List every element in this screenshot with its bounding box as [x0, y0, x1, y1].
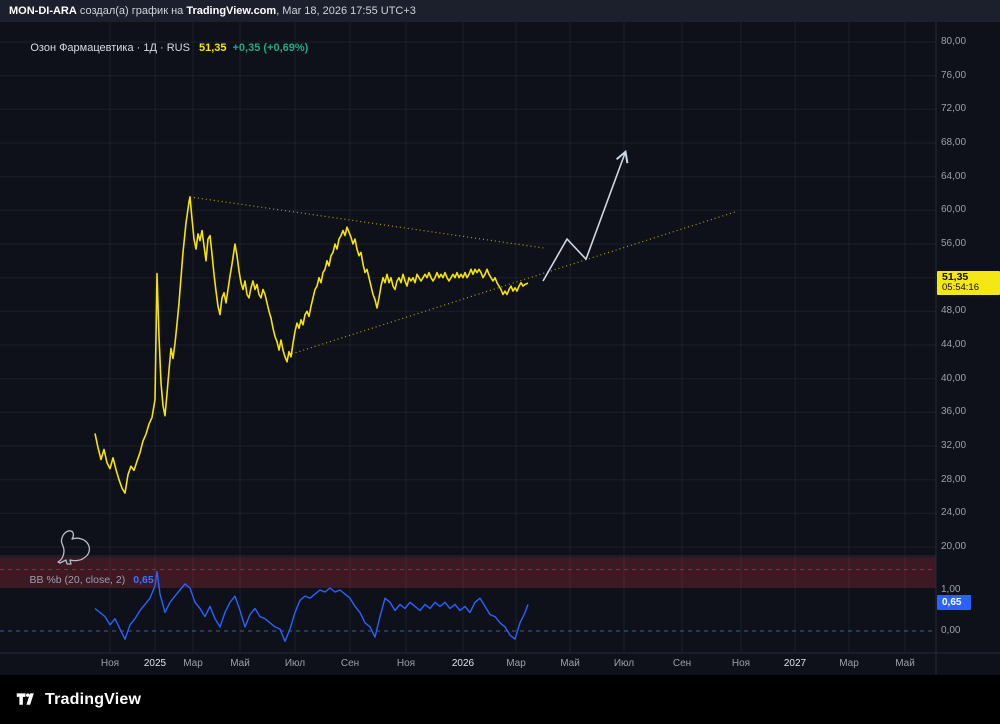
time-axis-label: Сен [340, 658, 360, 669]
price-scale-tick: 64,00 [941, 170, 967, 182]
price-scale-tick: 40,00 [941, 372, 967, 384]
price-scale-tick: 56,00 [941, 238, 967, 249]
dinosaur-doodle-path [57, 530, 91, 565]
last-price-value: 51,35 [942, 271, 969, 284]
time-axis-label: Мар [183, 658, 203, 669]
price-scale-tick: 24,00 [941, 507, 967, 519]
price-scale-tick: 68,00 [941, 137, 967, 148]
bb-percent-b-series[interactable] [94, 570, 529, 642]
legend-change: +0,35 (+0,69%) [232, 42, 309, 54]
price-scale-tick: 28,00 [941, 473, 967, 485]
price-scale-tick: 44,00 [941, 339, 967, 350]
last-price-label: 51,35 05:54:16 [937, 271, 1000, 296]
time-axis-label: Ноя [100, 658, 120, 669]
time-axis-label: 2027 [783, 658, 807, 669]
price-scale-tick: 80,00 [941, 36, 967, 47]
indicator-scale-tick: 1,00 [941, 584, 961, 595]
price-line-series[interactable] [94, 196, 529, 494]
price-scale-tick: 76,00 [941, 69, 967, 81]
logo-t-shape [16, 693, 26, 705]
bar-countdown: 05:54:16 [942, 282, 979, 294]
price-scale-tick: 60,00 [941, 204, 967, 216]
chart-canvas[interactable] [0, 22, 1000, 675]
logo-dot [26, 693, 30, 697]
time-axis-label: Май [560, 658, 580, 669]
price-scale[interactable] [936, 22, 1000, 653]
time-axis-label: Май [895, 658, 915, 669]
time-axis-label: Ноя [396, 658, 416, 669]
time-axis-label: Мар [839, 658, 859, 669]
symbol-title[interactable]: Озон Фармацевтика · 1Д · RUS [30, 42, 190, 54]
attribution-user: MON-DI-ARA [9, 5, 77, 17]
time-axis-label: 2025 [143, 658, 167, 669]
time-axis-label: Ноя [731, 658, 751, 669]
attribution-bar: MON-DI-ARA создал(а) график на TradingVi… [0, 0, 1000, 22]
tradingview-wordmark[interactable]: TradingView [45, 690, 142, 708]
tradingview-logo[interactable] [15, 689, 36, 710]
time-axis-label: Июл [284, 658, 306, 669]
price-scale-tick: 72,00 [941, 103, 967, 115]
indicator-value-label: 0,65 [937, 595, 971, 611]
time-axis-label: Май [230, 658, 250, 669]
time-axis-label: 2026 [451, 658, 475, 669]
indicator-title[interactable]: BB %b (20, close, 2) [29, 574, 126, 586]
trendline-descending-resistance[interactable] [189, 196, 546, 249]
chart-area[interactable]: Озон Фармацевтика · 1Д · RUS 51,35 +0,35 (… [0, 22, 1000, 675]
indicator-last-value: 0,65 [133, 574, 154, 586]
indicator-legend[interactable]: BB %b (20, close, 2) 0,65 [12, 562, 154, 598]
legend-last-price: 51,35 [198, 42, 227, 54]
price-scale-tick: 32,00 [941, 440, 967, 451]
price-scale-tick: 48,00 [941, 305, 967, 317]
time-axis-label: Июл [613, 658, 635, 669]
projection-arrow-drawing[interactable] [542, 149, 629, 282]
trendline-ascending-support[interactable] [287, 211, 736, 356]
symbol-legend[interactable]: Озон Фармацевтика · 1Д · RUS 51,35 +0,35 (… [12, 30, 308, 66]
price-scale-tick: 36,00 [941, 406, 967, 418]
dinosaur-doodle[interactable] [52, 527, 102, 569]
logo-v-shape [26, 693, 34, 705]
indicator-scale-tick: 0,00 [941, 625, 961, 636]
attribution-middle: создал(а) график на [76, 5, 187, 17]
attribution-date: , Mar 18, 2026 17:55 UTC+3 [276, 5, 416, 17]
attribution-site: TradingView.com [186, 5, 277, 17]
time-axis-label: Сен [672, 658, 692, 669]
price-scale-tick: 20,00 [941, 541, 967, 552]
footer: TradingView [0, 675, 1000, 724]
time-axis-label: Мар [506, 658, 526, 669]
